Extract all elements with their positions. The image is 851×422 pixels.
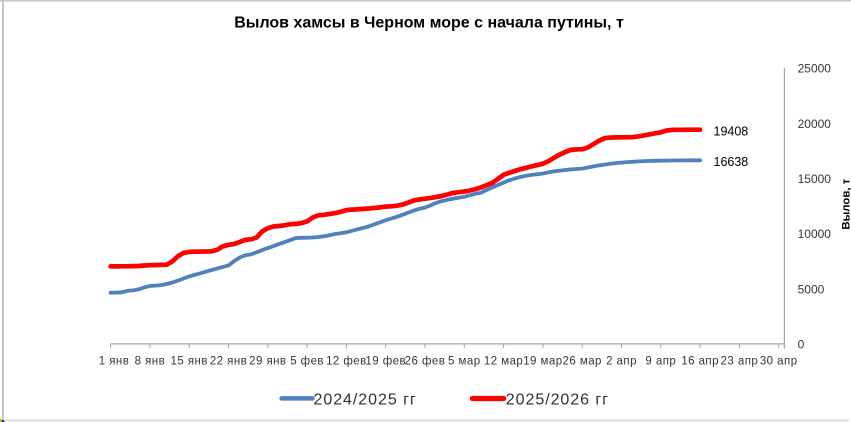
svg-text:19408: 19408 <box>714 124 749 138</box>
svg-text:16 апр: 16 апр <box>681 356 719 368</box>
svg-text:23 апр: 23 апр <box>721 356 759 368</box>
svg-text:15000: 15000 <box>798 172 832 186</box>
svg-text:9 апр: 9 апр <box>645 356 676 368</box>
svg-text:2025/2026 гг: 2025/2026 гг <box>506 391 609 408</box>
svg-text:5 мар: 5 мар <box>448 356 481 368</box>
svg-text:29 янв: 29 янв <box>249 356 286 368</box>
svg-text:26 мар: 26 мар <box>563 356 602 368</box>
svg-text:Вылов хамсы в Черном море с на: Вылов хамсы в Черном море с начала путин… <box>234 14 624 31</box>
svg-text:20000: 20000 <box>798 117 832 131</box>
svg-text:5000: 5000 <box>798 282 825 296</box>
svg-text:Вылов, т: Вылов, т <box>841 178 851 229</box>
svg-text:16638: 16638 <box>714 155 749 169</box>
svg-text:5 фев: 5 фев <box>290 356 324 368</box>
svg-text:15 янв: 15 янв <box>171 356 208 368</box>
svg-text:12 фев: 12 фев <box>326 356 367 368</box>
svg-text:8 янв: 8 янв <box>135 356 166 368</box>
svg-text:12 мар: 12 мар <box>484 356 523 368</box>
svg-text:22 янв: 22 янв <box>210 356 247 368</box>
svg-text:26 фев: 26 фев <box>405 356 446 368</box>
svg-text:30 апр: 30 апр <box>760 356 798 368</box>
svg-text:2024/2025 гг: 2024/2025 гг <box>314 391 417 408</box>
svg-text:19 фев: 19 фев <box>365 356 406 368</box>
svg-text:1 янв: 1 янв <box>99 356 130 368</box>
svg-text:10000: 10000 <box>798 227 832 241</box>
svg-text:0: 0 <box>798 338 805 352</box>
svg-text:19 мар: 19 мар <box>523 356 562 368</box>
svg-text:2 апр: 2 апр <box>606 356 637 368</box>
svg-text:25000: 25000 <box>798 62 832 76</box>
